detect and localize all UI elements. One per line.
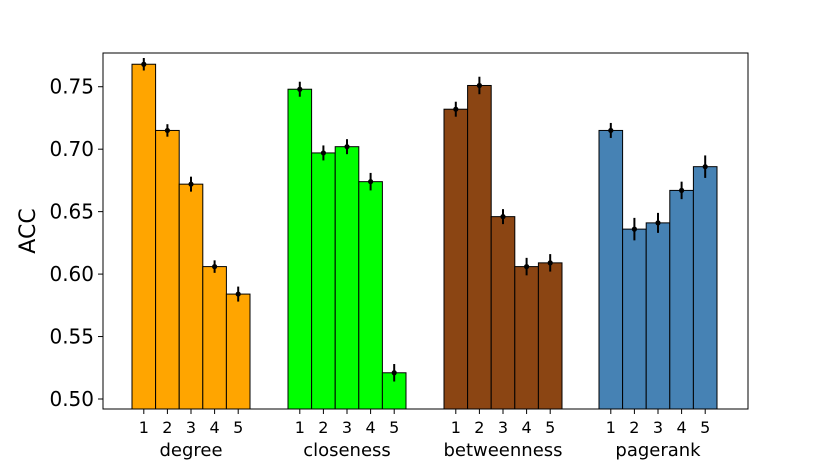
x-tick-label-closeness-2: 2: [318, 418, 328, 437]
bar-closeness-2: [311, 152, 336, 410]
mean-marker-pagerank-1: [608, 127, 614, 134]
mean-marker-betweenness-1: [453, 106, 459, 112]
x-tick-label-closeness-4: 4: [366, 418, 376, 437]
y-tick-label: 0.70: [49, 137, 94, 161]
bar-pagerank-3: [645, 222, 671, 410]
bar-betweenness-5: [537, 262, 563, 410]
mean-marker-pagerank-3: [655, 220, 661, 226]
bar-degree-4: [202, 266, 227, 410]
x-tick-label-degree-3: 3: [186, 418, 196, 437]
group-label-betweenness: betweenness: [443, 440, 562, 461]
y-axis: 0.50 0.55 0.60 0.65 0.70 0.75: [49, 75, 103, 411]
x-tick-label-pagerank-2: 2: [629, 418, 639, 437]
group-label-degree: degree: [159, 440, 222, 461]
x-tick-label-degree-1: 1: [139, 418, 149, 437]
group-label-pagerank: pagerank: [615, 440, 701, 461]
x-tick-label-pagerank-3: 3: [653, 418, 663, 437]
x-tick-label-degree-2: 2: [162, 418, 172, 437]
x-tick-label-betweenness-3: 3: [498, 418, 508, 437]
x-tick-label-closeness-3: 3: [342, 418, 352, 437]
bar-pagerank-5: [692, 166, 718, 410]
bar-degree-5: [225, 293, 251, 410]
bar-pagerank-4: [669, 189, 694, 410]
bar-degree-3: [178, 183, 204, 410]
bar-betweenness-2: [467, 84, 492, 410]
mean-marker-betweenness-5: [547, 260, 553, 266]
mean-marker-betweenness-4: [524, 264, 530, 270]
mean-marker-betweenness-2: [476, 82, 482, 89]
bars-layer: [131, 63, 718, 410]
y-tick-label: 0.55: [49, 325, 94, 349]
x-tick-label-betweenness-1: 1: [451, 418, 461, 437]
x-tick-label-pagerank-5: 5: [700, 418, 710, 437]
plot-frame: [102, 52, 749, 410]
x-tick-label-degree-4: 4: [210, 418, 220, 437]
mean-marker-pagerank-5: [702, 164, 708, 170]
x-tick-label-betweenness-2: 2: [474, 418, 484, 437]
bar-betweenness-3: [490, 216, 516, 410]
error-bars-layer: [141, 57, 708, 382]
mean-marker-degree-5: [235, 291, 241, 297]
mean-marker-degree-3: [188, 181, 194, 187]
bar-closeness-3: [334, 146, 360, 410]
group-label-closeness: closeness: [303, 440, 391, 461]
y-tick-label: 0.60: [49, 262, 94, 286]
bar-closeness-4: [358, 181, 383, 410]
x-tick-label-degree-5: 5: [233, 418, 243, 437]
x-tick-label-pagerank-4: 4: [677, 418, 687, 437]
x-tick-label-betweenness-4: 4: [522, 418, 532, 437]
bar-pagerank-1: [598, 129, 624, 410]
mean-marker-degree-4: [212, 264, 218, 270]
bar-pagerank-2: [622, 228, 647, 410]
y-axis-label: ACC: [16, 208, 41, 253]
mean-marker-closeness-2: [320, 150, 326, 156]
mean-marker-pagerank-4: [679, 187, 685, 194]
mean-marker-betweenness-3: [500, 214, 506, 220]
mean-marker-closeness-4: [368, 179, 374, 185]
y-tick-label: 0.65: [49, 200, 94, 224]
x-tick-label-closeness-1: 1: [295, 418, 305, 437]
mean-marker-closeness-1: [297, 86, 303, 92]
mean-marker-degree-1: [141, 61, 147, 67]
y-tick-label: 0.75: [49, 75, 94, 99]
mean-marker-closeness-3: [344, 144, 350, 150]
y-tick-label: 0.50: [49, 387, 94, 411]
mean-marker-closeness-5: [391, 370, 397, 376]
mean-marker-degree-2: [164, 127, 170, 134]
x-tick-label-betweenness-5: 5: [545, 418, 555, 437]
x-tick-label-pagerank-1: 1: [606, 418, 616, 437]
bar-degree-1: [131, 63, 157, 410]
bar-betweenness-4: [514, 266, 539, 410]
bar-betweenness-1: [443, 108, 469, 410]
x-tick-label-closeness-5: 5: [389, 418, 399, 437]
bar-closeness-1: [287, 88, 313, 410]
mean-marker-pagerank-2: [631, 226, 638, 232]
bar-degree-2: [155, 129, 180, 410]
